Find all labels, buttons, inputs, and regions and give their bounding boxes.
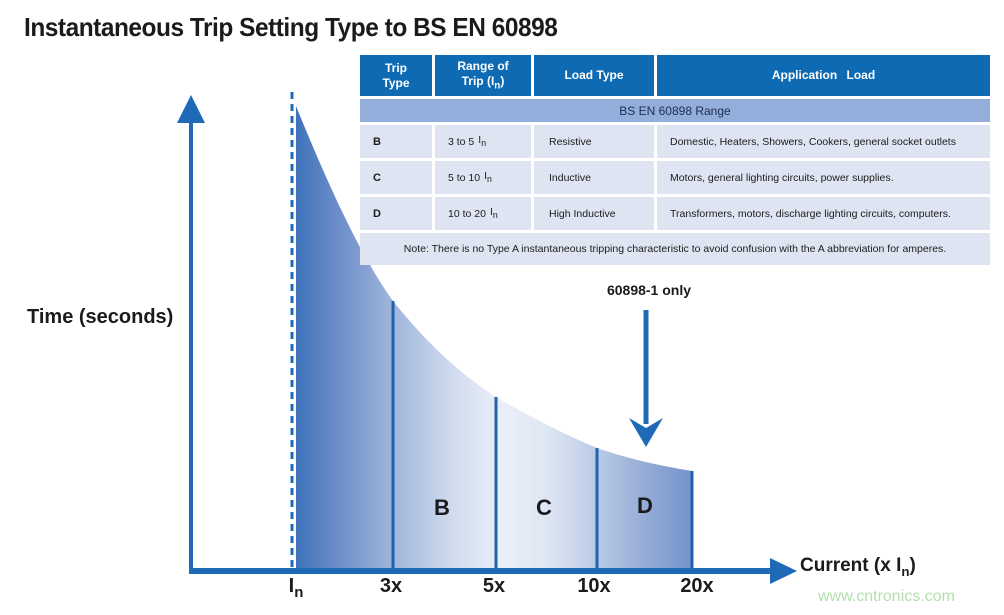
band-label-d: D	[637, 493, 653, 518]
row-c-range: 5 to 10 In	[435, 161, 531, 194]
header-load-type: Load Type	[534, 55, 654, 96]
trip-type-table: Trip Type Range of Trip (In) Load Type App…	[360, 55, 990, 265]
in-symbol: In	[489, 206, 498, 221]
x-tick-10x: 10x	[577, 575, 611, 597]
header-application-load: Application Load	[657, 55, 990, 96]
in-symbol: In	[484, 170, 492, 185]
annotation-label: 60898-1 only	[606, 282, 692, 298]
row-d-range: 10 to 20 In	[435, 197, 531, 230]
x-tick-5x: 5x	[482, 575, 506, 597]
x-tick-in-sub: n	[294, 584, 304, 601]
row-b-load-type: Resistive	[534, 125, 654, 158]
row-c-application: Motors, general lighting circuits, power…	[657, 161, 990, 194]
x-axis-label-close: )	[909, 555, 916, 576]
row-b-trip-type: B	[360, 125, 432, 158]
x-axis-arrowhead-icon	[770, 558, 797, 584]
row-d-trip-type: D	[360, 197, 432, 230]
x-axis-label-text: Current (x I	[800, 555, 902, 576]
row-d-application: Transformers, motors, discharge lighting…	[657, 197, 990, 230]
row-d-load-type: High Inductive	[534, 197, 654, 230]
header-trip-type: Trip Type	[360, 55, 432, 96]
y-axis-label: Time (seconds)	[27, 306, 174, 328]
row-b-application: Domestic, Heaters, Showers, Cookers, gen…	[657, 125, 990, 158]
x-tick-3x: 3x	[379, 575, 403, 597]
row-c-trip-type: C	[360, 161, 432, 194]
band-label-b: B	[434, 495, 450, 520]
band-label-c: C	[536, 495, 552, 520]
x-tick-20x: 20x	[680, 575, 714, 597]
x-tick-in-base: I	[288, 575, 295, 597]
row-c-load-type: Inductive	[534, 161, 654, 194]
header-range: Range of Trip (In)	[435, 55, 531, 96]
trip-curve-area	[296, 106, 692, 569]
x-axis-label-sub: n	[901, 563, 910, 579]
table-subheader: BS EN 60898 Range	[360, 99, 990, 122]
in-symbol: In	[478, 134, 487, 149]
page-title: Instantaneous Trip Setting Type to BS EN…	[24, 12, 558, 42]
x-tick-in: In	[289, 575, 304, 601]
table-note: Note: There is no Type A instantaneous t…	[360, 233, 990, 265]
header-trip-type-text: Trip Type	[382, 61, 410, 90]
header-range-text: Range of Trip (In)	[457, 59, 509, 91]
row-b-range: 3 to 5 In	[435, 125, 531, 158]
watermark: www.cntronics.com	[818, 588, 955, 605]
x-axis-label: Current (x In)	[800, 555, 916, 579]
y-axis-arrowhead-icon	[177, 95, 205, 123]
annotation-arrowhead-icon	[629, 418, 663, 447]
